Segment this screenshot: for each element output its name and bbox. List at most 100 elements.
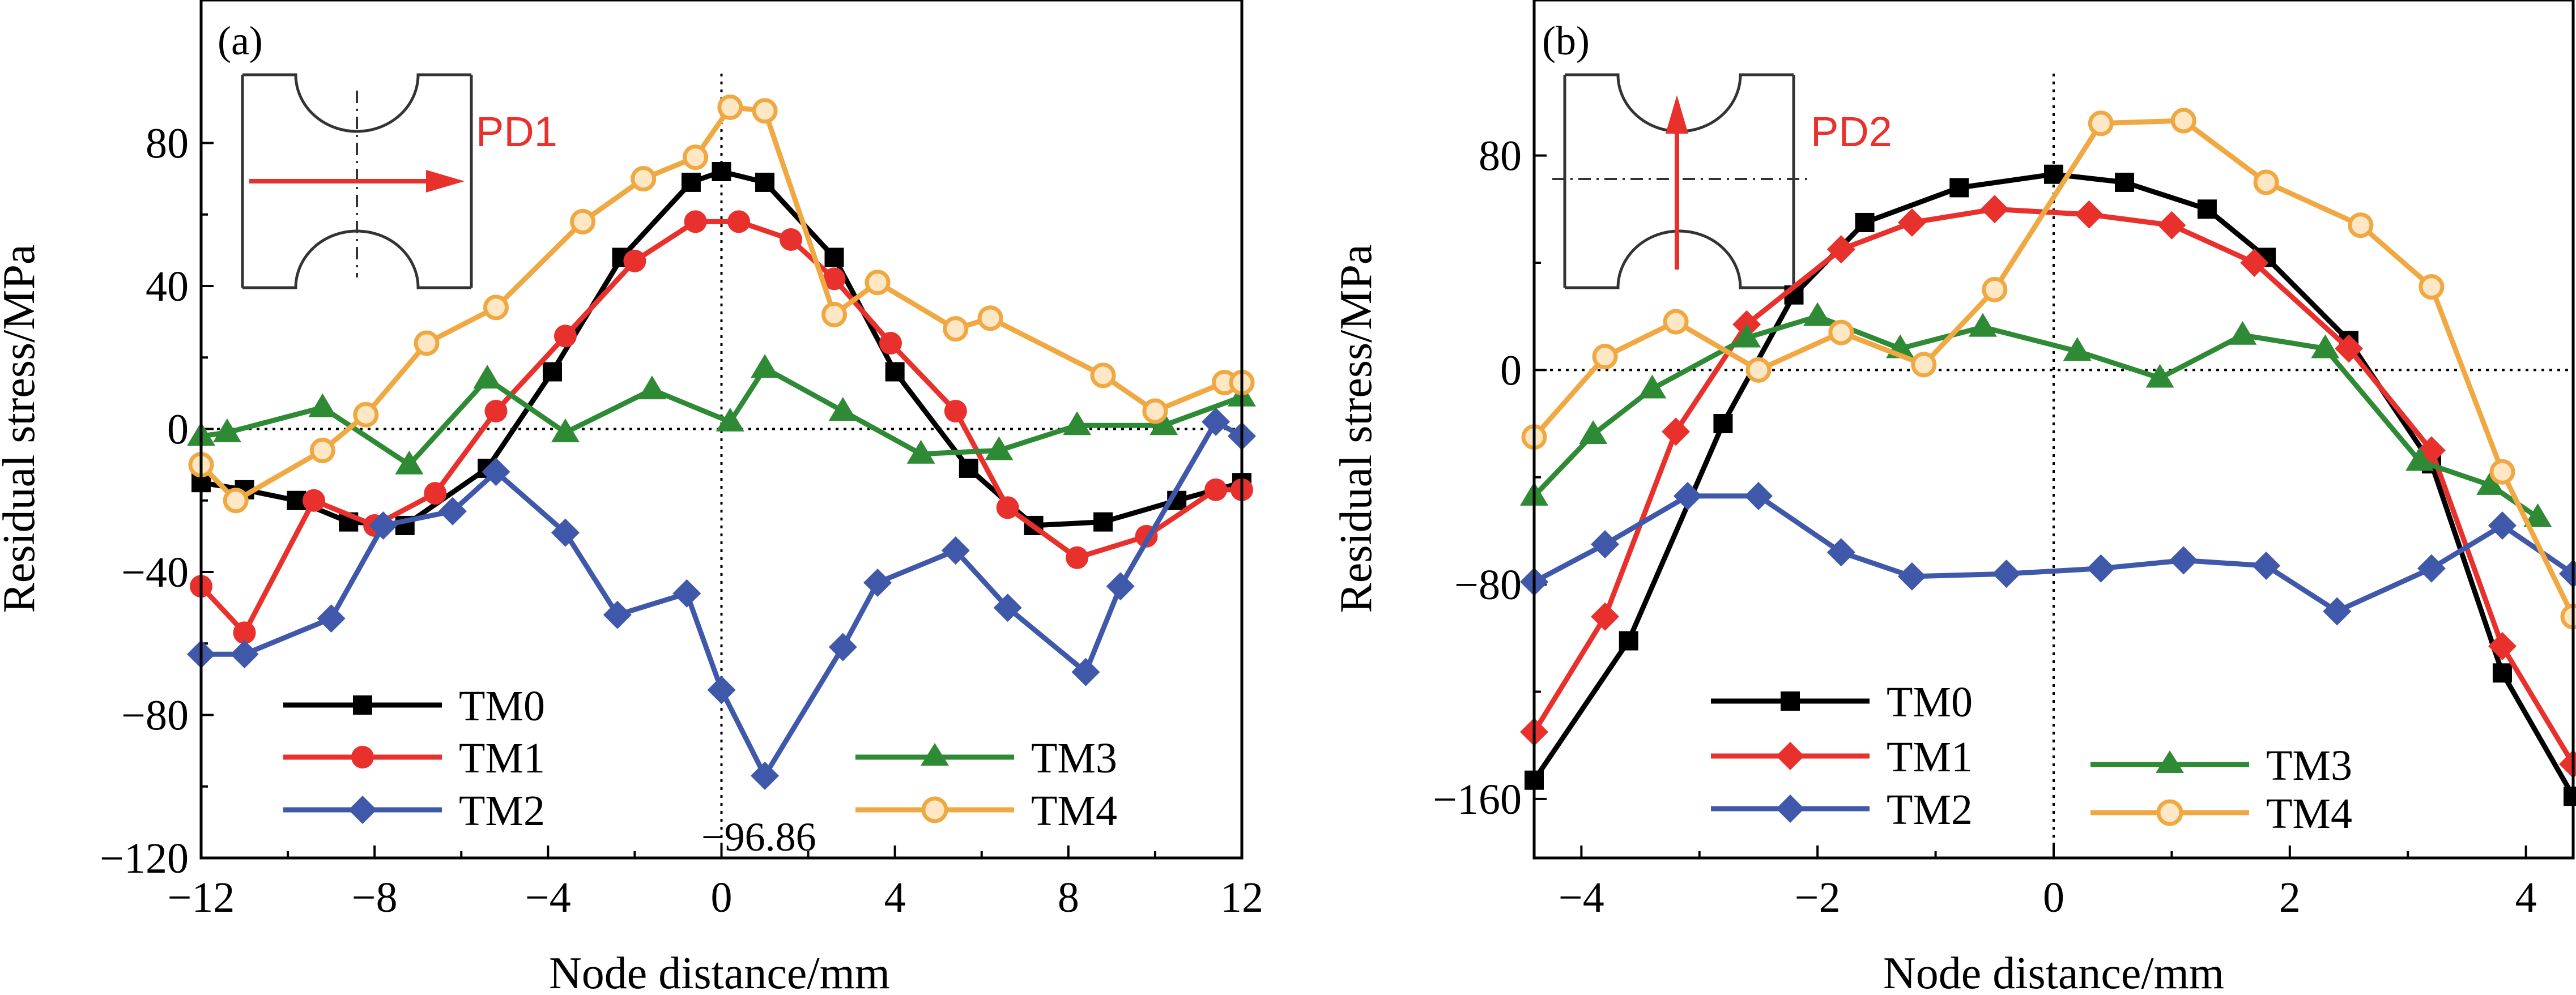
- data-point-tm2: [1673, 481, 1702, 510]
- data-point-tm4: [1142, 398, 1168, 424]
- legend-item-tm4: TM4: [855, 787, 1117, 835]
- data-point-tm2: [438, 497, 467, 526]
- x-tick-label: 12: [1220, 874, 1263, 921]
- data-point-tm2: [1071, 657, 1100, 686]
- legend-label: TM4: [1031, 787, 1117, 835]
- data-point-tm1: [823, 267, 846, 291]
- data-point-tm3: [1968, 313, 1997, 337]
- series-tm2: [1520, 481, 2576, 626]
- data-point-tm3: [1803, 302, 1832, 326]
- data-point-tm1: [2335, 334, 2364, 363]
- data-point-tm0: [959, 458, 978, 478]
- panel-b-label: (b): [1542, 18, 1590, 63]
- data-point-tm4: [1592, 344, 1618, 370]
- data-point-tm2: [2087, 554, 2115, 583]
- legend-label: TM1: [1887, 733, 1973, 781]
- data-point-tm2: [317, 604, 346, 633]
- data-point-tm2: [1591, 530, 1620, 559]
- x-tick-label: 0: [711, 874, 733, 921]
- legend-marker-square: [1781, 691, 1800, 711]
- panel-b-plot-area: −4 −2 0 2 4 −160 −80 0 80: [1433, 74, 2576, 921]
- legend-item-tm0: TM0: [1711, 678, 1973, 726]
- y-tick-label: 80: [1479, 133, 1522, 180]
- data-point-tm2: [828, 633, 857, 661]
- data-point-tm3: [751, 354, 780, 378]
- data-point-tm3: [828, 396, 857, 421]
- data-point-tm3: [1149, 411, 1178, 435]
- data-point-tm3: [2145, 364, 2174, 388]
- data-point-tm1: [996, 496, 1019, 519]
- data-point-tm3: [2476, 471, 2505, 495]
- panel-a-y-axis-label: Residual stress/MPa: [0, 244, 44, 613]
- data-point-tm1: [2240, 248, 2269, 277]
- panel-a-inset-diagram: PD1: [241, 73, 557, 289]
- data-point-tm2: [2252, 551, 2281, 580]
- data-point-tm2: [1992, 560, 2021, 588]
- data-point-tm4: [1090, 362, 1116, 388]
- data-point-tm1: [1066, 546, 1089, 569]
- data-point-tm1: [1897, 208, 1926, 237]
- data-point-tm2: [369, 511, 398, 540]
- data-point-tm4: [2088, 110, 2114, 136]
- data-point-tm4: [631, 166, 657, 192]
- data-point-tm1: [879, 332, 902, 355]
- data-point-tm4: [752, 98, 778, 124]
- series-line-tm4: [1532, 118, 2576, 618]
- legend-marker-square: [353, 695, 372, 715]
- data-point-tm4: [683, 144, 709, 170]
- y-tick-label: −40: [121, 549, 189, 596]
- data-point-tm2: [707, 676, 736, 704]
- data-point-tm1: [1826, 235, 1855, 264]
- data-point-tm4: [943, 316, 969, 342]
- x-tick-label: 4: [884, 874, 906, 921]
- data-point-tm1: [779, 228, 802, 251]
- data-point-tm3: [473, 365, 502, 389]
- y-tick-label: 0: [167, 406, 189, 454]
- x-tick-label: 4: [2515, 874, 2537, 921]
- data-point-tm2: [2488, 511, 2517, 540]
- data-point-tm0: [824, 247, 844, 267]
- panel-b-axes-frame: [1532, 0, 2575, 860]
- data-point-tm2: [230, 640, 259, 669]
- panel-a-axes-frame: [199, 0, 1244, 860]
- legend-item-tm3: TM3: [2090, 742, 2352, 789]
- data-point-tm1: [1591, 602, 1620, 631]
- legend-label: TM3: [2266, 742, 2352, 789]
- data-point-tm4: [1911, 352, 1937, 378]
- panel-a-inset-label: PD1: [476, 108, 557, 155]
- data-point-tm0: [755, 172, 775, 192]
- data-point-tm3: [906, 439, 935, 464]
- data-point-tm2: [993, 593, 1022, 622]
- data-point-tm3: [1638, 374, 1667, 399]
- data-point-tm3: [2405, 447, 2434, 471]
- data-point-tm4: [2348, 212, 2374, 238]
- data-point-tm2: [1744, 481, 1773, 510]
- data-point-tm1: [233, 621, 256, 644]
- data-point-tm0: [2044, 164, 2063, 184]
- data-point-tm0: [885, 362, 905, 382]
- series-tm2: [187, 407, 1256, 790]
- y-tick-label: −80: [1454, 561, 1522, 609]
- data-point-tm2: [482, 458, 510, 486]
- data-point-tm4: [1828, 319, 1854, 345]
- y-tick-label: −120: [100, 835, 189, 882]
- x-tick-label: 8: [1058, 874, 1079, 921]
- legend-marker-diamond: [1776, 742, 1804, 770]
- panel-a-legend: TM0 TM1 TM2 TM3 TM4: [283, 682, 1117, 835]
- data-point-tm1: [484, 399, 508, 422]
- data-point-tm0: [2492, 663, 2512, 683]
- data-point-tm0: [1093, 512, 1113, 532]
- legend-item-tm1: TM1: [283, 734, 545, 782]
- data-point-tm3: [1579, 420, 1608, 444]
- data-point-tm3: [212, 418, 241, 442]
- data-point-tm4: [2253, 169, 2279, 195]
- data-point-tm1: [623, 249, 646, 272]
- data-point-tm3: [2063, 337, 2092, 361]
- legend-marker-open-circle: [921, 796, 948, 823]
- data-point-tm2: [863, 568, 892, 597]
- data-point-tm0: [1619, 631, 1638, 651]
- data-point-tm2: [603, 600, 632, 629]
- data-point-tm4: [2419, 274, 2445, 300]
- panel-b: (b) PD2 −4 −2 0 2 4 −160 −80 0 80 TM0 TM1: [1331, 0, 2576, 995]
